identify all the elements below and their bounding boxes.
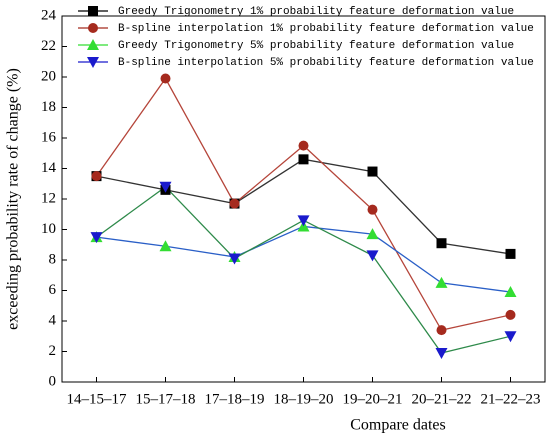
legend-label: Greedy Trigonometry 5% probability featu… <box>118 40 514 52</box>
y-axis-label: exceeding probability rate of change (%) <box>5 68 22 330</box>
x-tick-label: 17–18–19 <box>205 391 265 407</box>
x-tick-label: 18–19–20 <box>274 391 334 407</box>
plot-frame <box>61 15 546 383</box>
x-tick-label: 20–21–22 <box>412 391 472 407</box>
y-tick-label: 0 <box>49 373 57 389</box>
marker <box>228 253 241 265</box>
marker <box>298 154 309 165</box>
marker <box>90 232 103 244</box>
marker <box>366 250 379 262</box>
x-tick-label: 14–15–17 <box>67 391 128 407</box>
legend-label: B-spline interpolation 1% probability fe… <box>118 23 534 35</box>
legend-label: B-spline interpolation 5% probability fe… <box>118 57 534 69</box>
y-tick-label: 14 <box>41 160 57 176</box>
y-tick-label: 6 <box>49 282 57 298</box>
series-line <box>96 158 511 255</box>
x-axis-label: Compare dates <box>350 417 446 434</box>
y-tick-label: 2 <box>49 343 57 359</box>
marker <box>366 228 379 240</box>
marker <box>436 238 447 249</box>
y-tick-label: 18 <box>41 99 56 115</box>
y-tick-label: 8 <box>49 251 57 267</box>
marker <box>229 198 240 209</box>
x-tick-label: 21–22–23 <box>481 391 541 407</box>
marker <box>88 6 98 16</box>
marker <box>435 276 448 288</box>
marker <box>87 57 99 68</box>
marker <box>504 331 517 343</box>
marker <box>297 215 310 227</box>
marker <box>504 286 517 298</box>
y-tick-label: 22 <box>41 38 56 54</box>
marker <box>367 166 378 177</box>
marker <box>367 204 378 215</box>
y-tick-label: 10 <box>41 221 56 237</box>
y-tick-label: 4 <box>49 312 57 328</box>
marker <box>505 248 516 259</box>
marker <box>435 348 448 360</box>
marker <box>298 140 309 151</box>
y-tick-label: 12 <box>41 190 56 206</box>
x-tick-label: 15–17–18 <box>136 391 196 407</box>
y-tick-label: 16 <box>41 129 57 145</box>
marker <box>505 309 516 320</box>
x-tick-label: 19–20–21 <box>343 391 403 407</box>
legend-label: Greedy Trigonometry 1% probability featu… <box>118 6 514 18</box>
marker <box>88 23 98 33</box>
series-line <box>95 77 511 331</box>
y-tick-label: 24 <box>41 7 57 23</box>
marker <box>160 73 171 84</box>
marker <box>91 171 102 182</box>
marker <box>87 39 99 50</box>
series-line <box>96 225 511 293</box>
marker <box>436 325 447 336</box>
y-tick-label: 20 <box>41 68 56 84</box>
marker <box>159 181 172 193</box>
marker <box>159 240 172 252</box>
